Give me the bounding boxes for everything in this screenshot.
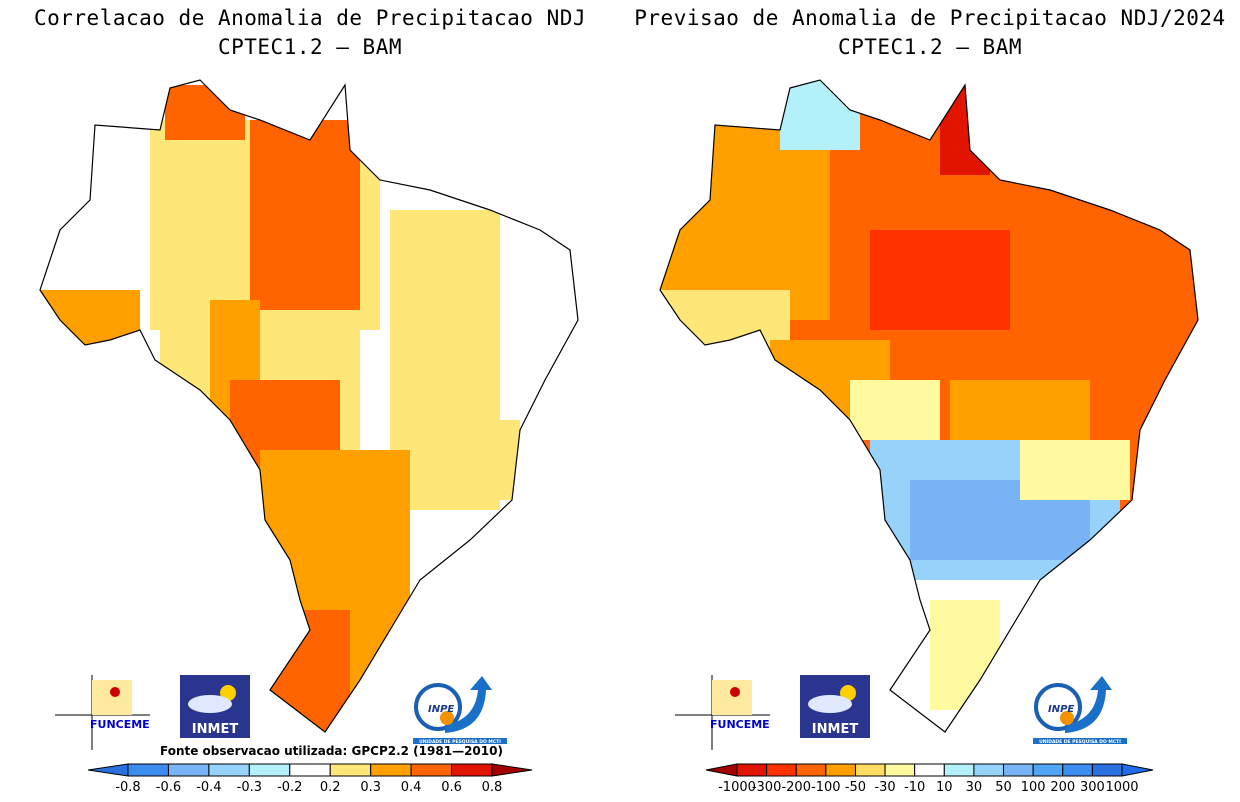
colorbar-arrow-low <box>705 763 738 777</box>
colorbar-label: -10 <box>904 780 925 795</box>
colorbar-box <box>736 763 768 777</box>
colorbar-box <box>884 763 916 777</box>
svg-text:UNIDADE DE PESQUISA DO MCTI: UNIDADE DE PESQUISA DO MCTI <box>1039 739 1121 745</box>
right-map <box>660 80 1198 732</box>
svg-text:FUNCEME: FUNCEME <box>710 718 770 731</box>
colorbar-box <box>943 763 975 777</box>
colorbar-label: 0.6 <box>441 780 462 795</box>
colorbar-box <box>825 763 856 777</box>
colorbar-label: 0.2 <box>320 780 341 795</box>
inpe-logo <box>1034 683 1082 731</box>
svg-text:FUNCEME: FUNCEME <box>90 718 150 731</box>
colorbar-label: 1000 <box>1105 780 1138 795</box>
colorbar-label: -50 <box>845 780 866 795</box>
colorbar-label: 50 <box>995 780 1012 795</box>
colorbar-label: 30 <box>966 780 983 795</box>
colorbar-box <box>451 763 493 777</box>
left-title: Correlacao de Anomalia de Precipitacao N… <box>33 6 586 59</box>
colorbar-box <box>973 763 1005 777</box>
svg-text:INPE: INPE <box>428 704 454 715</box>
colorbar-arrow-high <box>1121 763 1154 777</box>
inpe-logo <box>414 683 462 731</box>
colorbar-box <box>329 763 372 777</box>
colorbar-label: -300 <box>752 780 782 795</box>
colorbar-box <box>410 763 453 777</box>
colorbar-label: -0.2 <box>277 780 302 795</box>
colorbar-label: -0.6 <box>156 780 181 795</box>
svg-text:INMET: INMET <box>812 722 859 737</box>
colorbar-box <box>248 763 291 777</box>
colorbar-box <box>914 763 945 777</box>
colorbar-label: 10 <box>936 780 953 795</box>
colorbar-label: -0.4 <box>196 780 221 795</box>
colorbar-label: 0.3 <box>360 780 381 795</box>
colorbar-label: 100 <box>1021 780 1046 795</box>
left-map <box>40 80 578 732</box>
svg-text:INPE: INPE <box>1048 704 1074 715</box>
colorbar-box <box>1032 763 1064 777</box>
colorbar-label: -0.8 <box>115 780 140 795</box>
colorbar-label: 0.8 <box>482 780 503 795</box>
colorbar-box <box>1003 763 1034 777</box>
colorbar-label: -200 <box>781 780 811 795</box>
colorbar-label: -1000 <box>718 780 756 795</box>
colorbar-box <box>795 763 827 777</box>
colorbar-box <box>854 763 886 777</box>
colorbar-label: 300 <box>1080 780 1105 795</box>
colorbar-arrow-high <box>491 763 533 777</box>
colorbar-label: -0.3 <box>237 780 262 795</box>
colorbar-label: 0.4 <box>401 780 422 795</box>
colorbar-label: -30 <box>874 780 895 795</box>
colorbar-label: -100 <box>811 780 841 795</box>
svg-text:INMET: INMET <box>192 722 239 737</box>
colorbar-box <box>208 763 250 777</box>
colorbar-box <box>289 763 331 777</box>
colorbar-box <box>370 763 412 777</box>
colorbar-box <box>167 763 210 777</box>
colorbar-box <box>1062 763 1093 777</box>
colorbar-box <box>1091 763 1123 777</box>
source-note: Fonte observacao utilizada: GPCP2.2 (198… <box>160 744 503 758</box>
colorbar-box <box>127 763 169 777</box>
colorbar-box <box>766 763 797 777</box>
svg-text:UNIDADE DE PESQUISA DO MCTI: UNIDADE DE PESQUISA DO MCTI <box>419 739 501 745</box>
colorbar-label: 200 <box>1050 780 1075 795</box>
colorbar-arrow-low <box>87 763 129 777</box>
right-title: Previsao de Anomalia de Precipitacao NDJ… <box>634 6 1226 59</box>
